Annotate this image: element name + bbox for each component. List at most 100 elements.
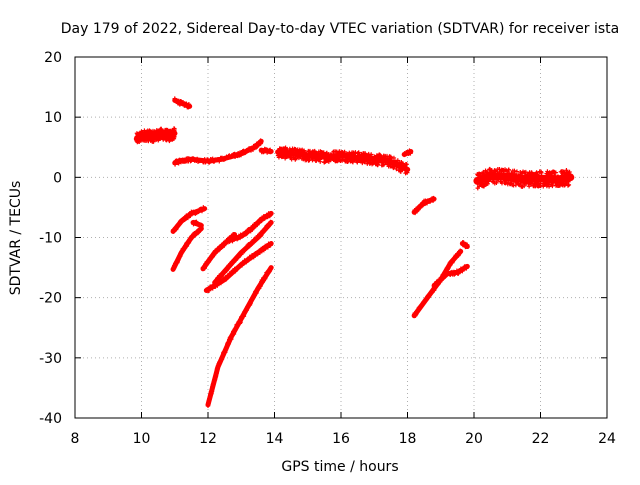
data-point: [261, 248, 267, 253]
data-point: [437, 279, 443, 285]
data-point: [206, 288, 212, 293]
data-point: [244, 246, 249, 251]
plot-frame: [74, 56, 608, 419]
data-point: [464, 242, 470, 247]
data-point: [568, 173, 573, 179]
data-point: [172, 126, 177, 132]
series-arc-short: [258, 146, 274, 155]
data-point: [332, 153, 338, 159]
data-point: [391, 155, 397, 161]
data-point: [408, 151, 413, 156]
data-point: [202, 265, 207, 271]
data-point: [187, 104, 192, 109]
x-tick-label: 22: [532, 431, 550, 447]
series-track-6: [203, 241, 274, 293]
x-tick-label: 20: [465, 431, 483, 447]
data-point: [207, 160, 212, 165]
data-point: [340, 157, 346, 162]
data-point: [431, 195, 436, 201]
data-point: [553, 170, 558, 175]
y-tick-label: -30: [39, 351, 62, 367]
series-track-5: [227, 210, 274, 244]
x-tick-label: 10: [133, 431, 151, 447]
series-upper-arc: [172, 138, 264, 167]
data-point: [404, 166, 410, 171]
data-point: [512, 171, 518, 177]
data-point: [219, 273, 225, 279]
data-point: [265, 245, 271, 250]
data-point: [243, 247, 248, 252]
data-point: [491, 177, 497, 182]
data-point: [248, 301, 253, 306]
series-track-3: [170, 225, 204, 272]
data-point: [201, 205, 206, 210]
data-point: [424, 297, 429, 302]
data-point: [215, 283, 220, 288]
data-point: [244, 260, 249, 265]
series-cluster-a: [133, 126, 178, 145]
data-point: [458, 248, 463, 253]
data-point: [262, 276, 268, 281]
series-mid-band: [275, 145, 411, 176]
data-point: [212, 281, 217, 286]
data-point: [220, 354, 225, 359]
data-point: [506, 178, 511, 183]
data-point: [567, 169, 572, 175]
data-point: [257, 286, 262, 291]
data-point: [268, 243, 273, 248]
data-point: [198, 226, 204, 232]
data-point: [266, 269, 272, 275]
data-point: [250, 240, 256, 245]
data-point: [464, 263, 470, 269]
data-point: [223, 347, 229, 353]
data-point: [252, 293, 257, 298]
data-point: [258, 283, 263, 289]
data-point: [231, 331, 237, 337]
x-axis-label: GPS time / hours: [281, 459, 398, 475]
data-point: [435, 281, 440, 287]
data-point: [224, 345, 229, 350]
y-tick-label: 20: [44, 50, 62, 66]
data-point: [244, 308, 249, 313]
y-tick-label: 10: [44, 110, 62, 126]
chart-title: Day 179 of 2022, Sidereal Day-to-day VTE…: [61, 21, 619, 37]
data-point: [318, 159, 323, 164]
data-point: [219, 356, 225, 362]
data-point: [237, 253, 243, 259]
data-point: [388, 154, 394, 160]
grid-layer: [75, 57, 607, 418]
data-point: [258, 141, 264, 146]
data-point: [228, 263, 233, 268]
data-point: [241, 261, 246, 266]
series-cluster-b: [172, 96, 193, 110]
y-tick-label: 0: [53, 170, 62, 186]
x-tick-label: 12: [199, 431, 217, 447]
data-point: [215, 364, 221, 369]
y-axis-label: SDTVAR / TECUs: [8, 181, 24, 296]
data-point: [259, 233, 264, 238]
data-point: [266, 224, 271, 229]
x-tick-label: 16: [332, 431, 350, 447]
data-point: [268, 266, 273, 272]
series-track-7: [212, 219, 274, 286]
series-track-12: [459, 240, 470, 250]
data-point: [548, 178, 553, 183]
data-point: [342, 149, 347, 155]
data-point: [229, 336, 234, 342]
data-point: [263, 274, 269, 279]
data-point: [426, 294, 431, 300]
data-point: [523, 169, 529, 175]
data-point: [373, 157, 379, 162]
series-track-9: [411, 195, 437, 216]
data-point: [209, 389, 215, 394]
data-point: [172, 131, 177, 136]
data-point: [543, 181, 548, 186]
axis-layer: 8 10 12 14 16 18 20 22 24 -40 -30 -20 -10 0 10 20: [39, 50, 616, 447]
data-point: [250, 296, 255, 301]
x-tick-label: 8: [71, 431, 80, 447]
data-point: [254, 290, 259, 296]
data-point: [241, 314, 247, 319]
data-point: [233, 326, 239, 331]
